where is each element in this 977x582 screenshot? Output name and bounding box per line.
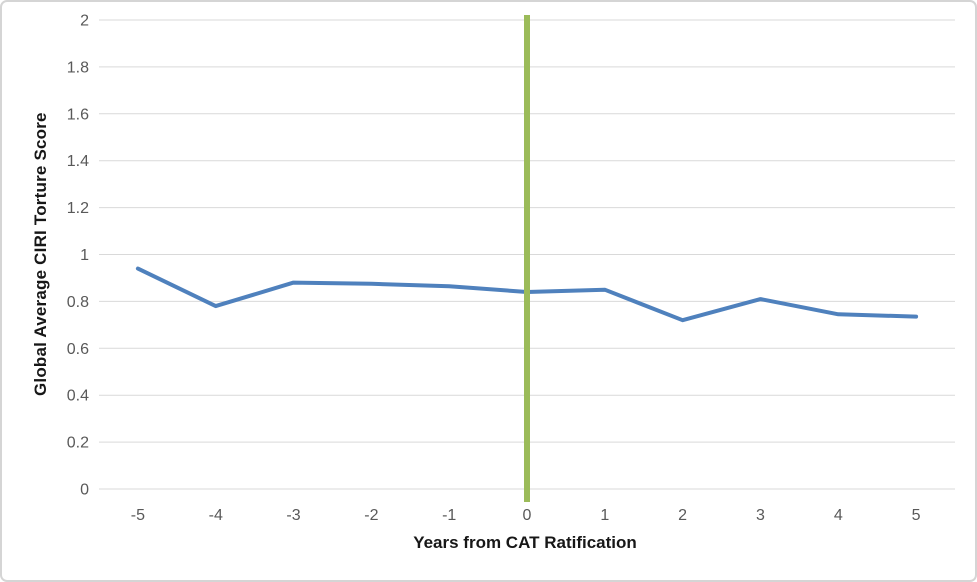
x-tick-label: -5 — [131, 507, 145, 524]
x-tick-label: 1 — [600, 507, 609, 524]
y-tick-label: 0.8 — [67, 294, 89, 311]
y-tick-label: 0 — [80, 482, 89, 499]
y-tick-label: 0.4 — [67, 388, 89, 405]
x-tick-label: -2 — [364, 507, 378, 524]
y-tick-label: 0.6 — [67, 341, 89, 358]
y-tick-label: 1 — [80, 247, 89, 264]
y-tick-label: 1.2 — [67, 200, 89, 217]
x-tick-label: 5 — [912, 507, 921, 524]
y-tick-label: 1.8 — [67, 59, 89, 76]
y-tick-label: 1.4 — [67, 153, 89, 170]
y-tick-label: 1.6 — [67, 106, 89, 123]
y-tick-label: 2 — [80, 13, 89, 30]
x-tick-label: 3 — [756, 507, 765, 524]
x-tick-label: 2 — [678, 507, 687, 524]
x-tick-label: -4 — [209, 507, 223, 524]
x-tick-label: -3 — [286, 507, 300, 524]
x-tick-label: 0 — [523, 507, 532, 524]
x-tick-label: 4 — [834, 507, 843, 524]
x-tick-label: -1 — [442, 507, 456, 524]
y-axis-title: Global Average CIRI Torture Score — [31, 112, 50, 397]
x-axis-title: Years from CAT Ratification — [413, 533, 637, 552]
y-tick-label: 0.2 — [67, 435, 89, 452]
